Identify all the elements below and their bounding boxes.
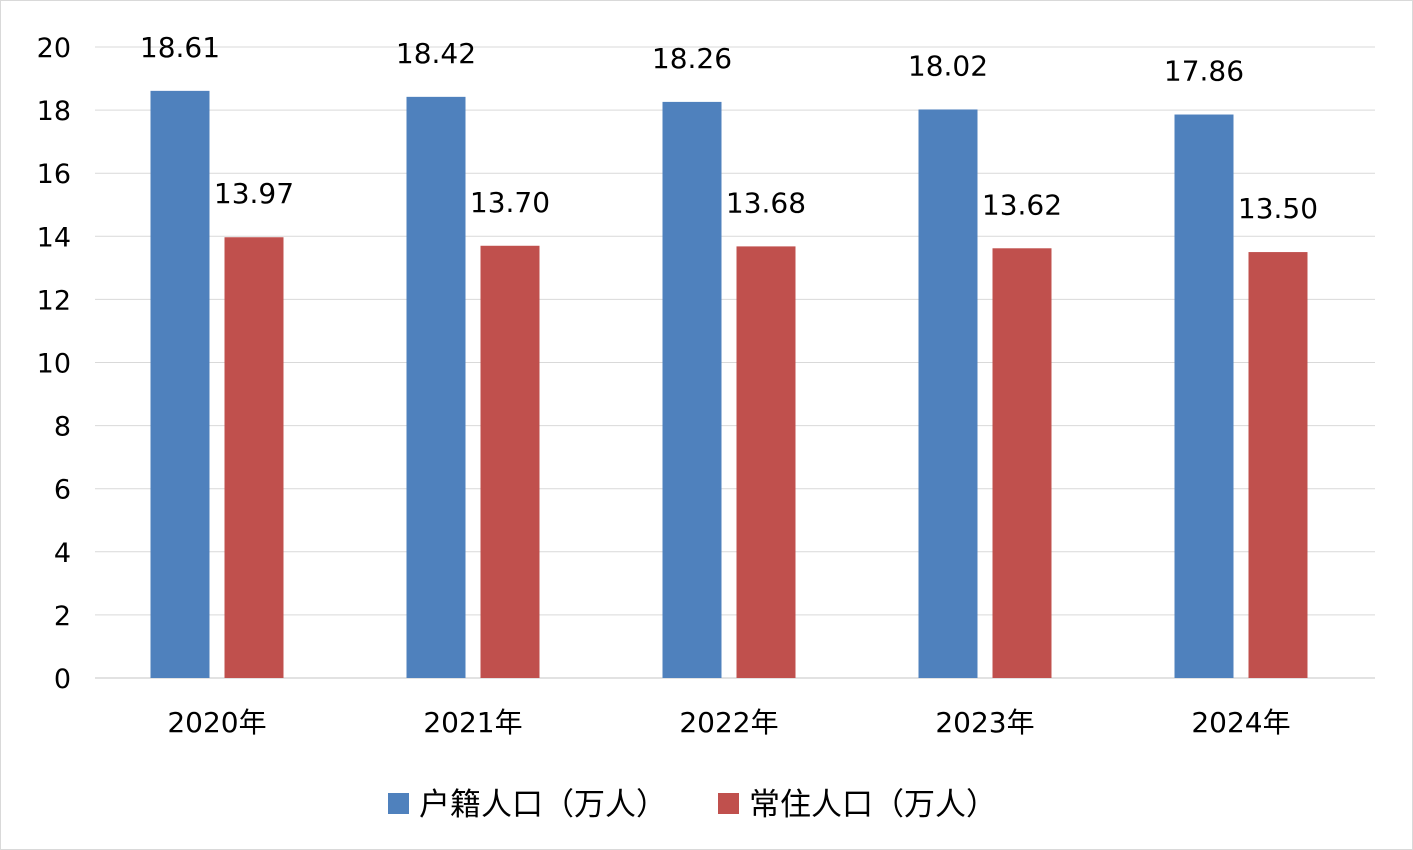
data-label: 18.42 (396, 37, 476, 70)
y-tick-label: 18 (37, 96, 71, 127)
y-tick-label: 0 (54, 664, 71, 695)
data-label: 13.68 (726, 186, 806, 219)
x-category-label: 2020年 (167, 706, 266, 739)
y-tick-label: 2 (54, 601, 71, 632)
data-label: 17.86 (1164, 55, 1244, 88)
y-tick-label: 10 (37, 349, 71, 380)
x-category-label: 2024年 (1191, 706, 1290, 739)
y-tick-label: 8 (54, 412, 71, 443)
data-label: 13.62 (982, 188, 1062, 221)
legend-swatch (388, 793, 409, 814)
y-tick-label: 14 (37, 222, 71, 253)
y-tick-label: 12 (37, 285, 71, 316)
legend: 户籍人口（万人） 常住人口（万人） (388, 787, 997, 823)
y-tick-label: 16 (37, 159, 71, 190)
legend-swatch (718, 793, 739, 814)
bar-resident-0 (224, 237, 284, 678)
bar-resident-1 (480, 245, 540, 678)
y-axis-tick-labels: 0 2 4 6 8 10 12 14 16 18 20 (37, 33, 71, 695)
x-category-label: 2023年 (935, 706, 1034, 739)
data-label: 18.26 (652, 42, 732, 75)
bar-resident-4 (1248, 252, 1308, 678)
bar-resident-3 (992, 248, 1052, 678)
legend-label: 户籍人口（万人） (419, 787, 667, 823)
data-labels: 18.61 13.97 18.42 13.70 18.26 13.68 18.02 13.62… (140, 31, 1318, 225)
bar-registered-2 (662, 101, 722, 679)
y-tick-label: 20 (37, 33, 71, 64)
bar-registered-4 (1174, 114, 1234, 679)
legend-label: 常住人口（万人） (749, 787, 997, 823)
bars (150, 90, 1308, 679)
bar-resident-2 (736, 246, 796, 678)
data-label: 13.97 (214, 177, 294, 210)
bar-registered-3 (918, 109, 978, 679)
data-label: 13.70 (470, 186, 550, 219)
bar-registered-1 (406, 96, 466, 678)
x-axis-category-labels: 2020年 2021年 2022年 2023年 2024年 (167, 706, 1290, 739)
bar-registered-0 (150, 90, 210, 679)
x-category-label: 2021年 (423, 706, 522, 739)
gridlines (95, 46, 1375, 679)
data-label: 13.50 (1238, 192, 1318, 225)
data-label: 18.02 (908, 49, 988, 82)
y-tick-label: 6 (54, 475, 71, 506)
y-tick-label: 4 (54, 538, 71, 569)
data-label: 18.61 (140, 31, 220, 64)
x-category-label: 2022年 (679, 706, 778, 739)
